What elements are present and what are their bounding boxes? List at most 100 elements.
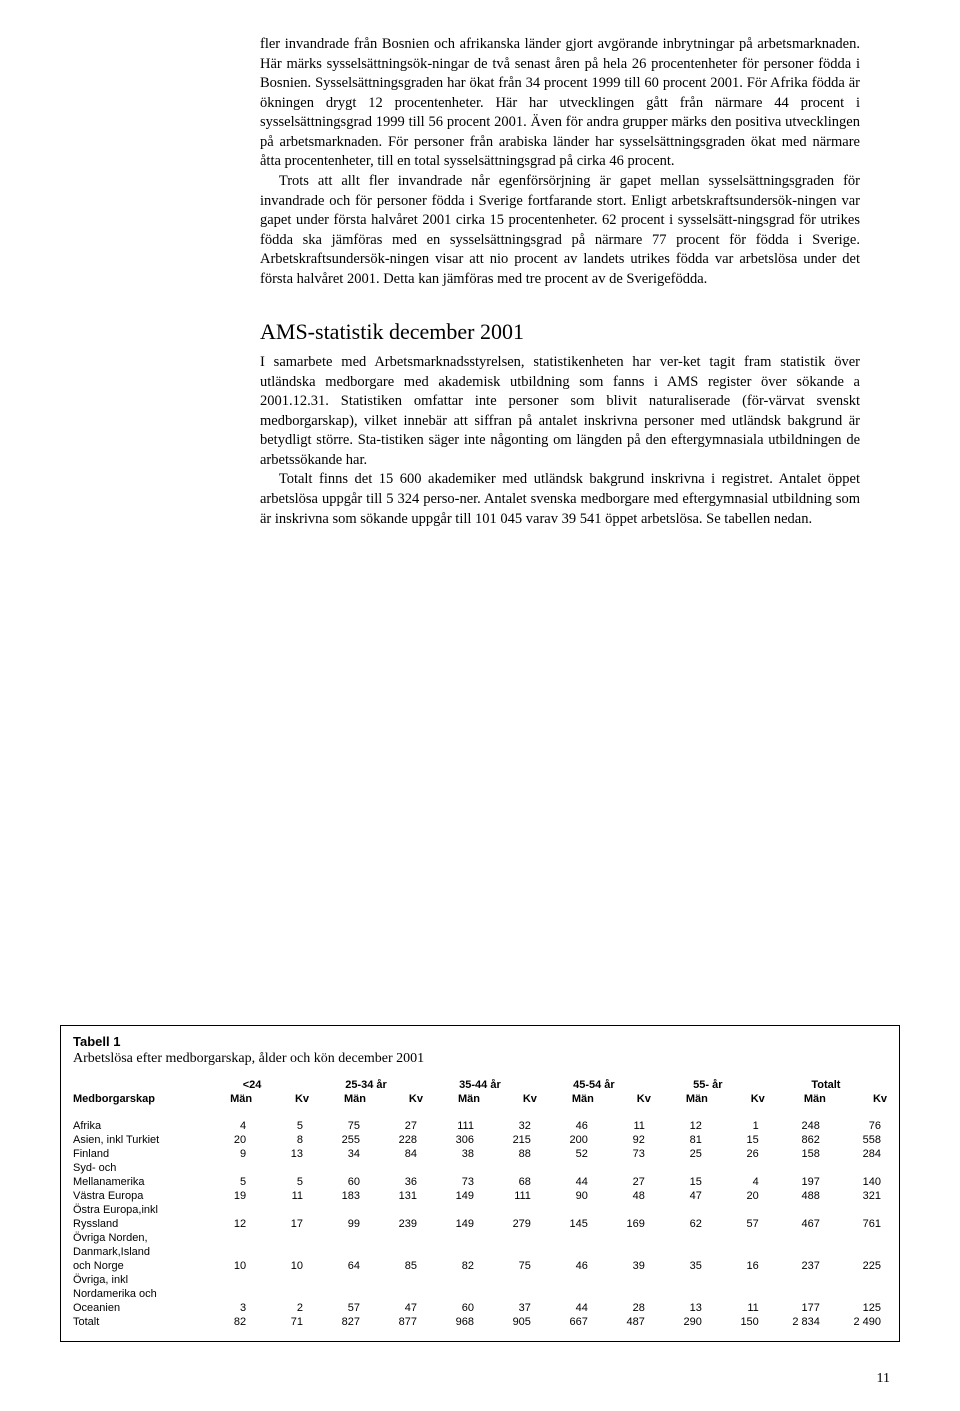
cell: 125: [826, 1301, 887, 1315]
cell: 81: [651, 1133, 708, 1147]
cell: [594, 1231, 651, 1245]
cell: 5: [252, 1175, 309, 1189]
row-label: Övriga Norden,: [73, 1231, 195, 1245]
cell: [537, 1273, 594, 1287]
col-group: 35-44 år: [423, 1079, 537, 1093]
row-label: Oceanien: [73, 1301, 195, 1315]
row-label: Övriga, inkl: [73, 1273, 195, 1287]
cell: [651, 1245, 708, 1259]
cell: 237: [765, 1259, 826, 1273]
cell: [651, 1203, 708, 1217]
table-row: Syd- och: [73, 1161, 887, 1175]
cell: 37: [480, 1301, 537, 1315]
cell: 150: [708, 1315, 765, 1329]
cell: 47: [651, 1189, 708, 1203]
cell: [366, 1245, 423, 1259]
cell: 20: [195, 1133, 252, 1147]
cell: [195, 1273, 252, 1287]
cell: [252, 1161, 309, 1175]
subcol: Män: [537, 1093, 594, 1111]
cell: [423, 1231, 480, 1245]
cell: 13: [651, 1301, 708, 1315]
table-body: Afrika45752711132461112124876Asien, inkl…: [73, 1119, 887, 1329]
cell: [252, 1287, 309, 1301]
cell: 10: [252, 1259, 309, 1273]
cell: 2: [252, 1301, 309, 1315]
cell: [366, 1203, 423, 1217]
cell: 75: [309, 1119, 366, 1133]
table-row: och Norge10106485827546393516237225: [73, 1259, 887, 1273]
table-row: Västra Europa191118313114911190484720488…: [73, 1189, 887, 1203]
cell: 20: [708, 1189, 765, 1203]
cell: 12: [651, 1119, 708, 1133]
row-label: Östra Europa,inkl: [73, 1203, 195, 1217]
cell: [651, 1287, 708, 1301]
cell: 284: [826, 1147, 887, 1161]
cell: 197: [765, 1175, 826, 1189]
cell: 44: [537, 1175, 594, 1189]
cell: 183: [309, 1189, 366, 1203]
cell: [537, 1245, 594, 1259]
table-subtitle: Arbetslösa efter medborgarskap, ålder oc…: [73, 1051, 887, 1067]
cell: [708, 1231, 765, 1245]
section-heading: AMS-statistik december 2001: [260, 317, 860, 347]
cell: 46: [537, 1119, 594, 1133]
cell: 487: [594, 1315, 651, 1329]
cell: 13: [252, 1147, 309, 1161]
cell: 279: [480, 1217, 537, 1231]
cell: 34: [309, 1147, 366, 1161]
cell: [480, 1161, 537, 1175]
paragraph-1: fler invandrade från Bosnien och afrikan…: [260, 35, 860, 172]
subcol: Män: [309, 1093, 366, 1111]
cell: [252, 1245, 309, 1259]
subcol: Kv: [708, 1093, 765, 1111]
cell: 5: [195, 1175, 252, 1189]
cell: 68: [480, 1175, 537, 1189]
subcol: Män: [195, 1093, 252, 1111]
subcol: Kv: [252, 1093, 309, 1111]
cell: [537, 1287, 594, 1301]
cell: 76: [826, 1119, 887, 1133]
cell: 306: [423, 1133, 480, 1147]
cell: 11: [252, 1189, 309, 1203]
cell: 60: [423, 1301, 480, 1315]
table-row: Övriga, inkl: [73, 1273, 887, 1287]
cell: 12: [195, 1217, 252, 1231]
subcol: Män: [765, 1093, 826, 1111]
cell: 5: [252, 1119, 309, 1133]
cell: 1: [708, 1119, 765, 1133]
cell: 15: [651, 1175, 708, 1189]
cell: 75: [480, 1259, 537, 1273]
cell: 90: [537, 1189, 594, 1203]
cell: 558: [826, 1133, 887, 1147]
cell: [826, 1245, 887, 1259]
cell: 48: [594, 1189, 651, 1203]
cell: [252, 1203, 309, 1217]
cell: 85: [366, 1259, 423, 1273]
cell: 19: [195, 1189, 252, 1203]
cell: [366, 1287, 423, 1301]
subcol: Kv: [594, 1093, 651, 1111]
row-label: Ryssland: [73, 1217, 195, 1231]
cell: 200: [537, 1133, 594, 1147]
subcol: Män: [423, 1093, 480, 1111]
cell: [594, 1245, 651, 1259]
cell: [826, 1161, 887, 1175]
cell: 761: [826, 1217, 887, 1231]
cell: 215: [480, 1133, 537, 1147]
cell: 4: [195, 1119, 252, 1133]
cell: [826, 1273, 887, 1287]
cell: 60: [309, 1175, 366, 1189]
cell: 149: [423, 1217, 480, 1231]
cell: 28: [594, 1301, 651, 1315]
cell: 239: [366, 1217, 423, 1231]
cell: [537, 1161, 594, 1175]
data-table: <24 25-34 år 35-44 år 45-54 år 55- år To…: [73, 1079, 887, 1329]
cell: [309, 1161, 366, 1175]
cell: [480, 1231, 537, 1245]
cell: [765, 1287, 826, 1301]
cell: 111: [480, 1189, 537, 1203]
cell: [765, 1203, 826, 1217]
cell: [708, 1273, 765, 1287]
cell: [765, 1273, 826, 1287]
